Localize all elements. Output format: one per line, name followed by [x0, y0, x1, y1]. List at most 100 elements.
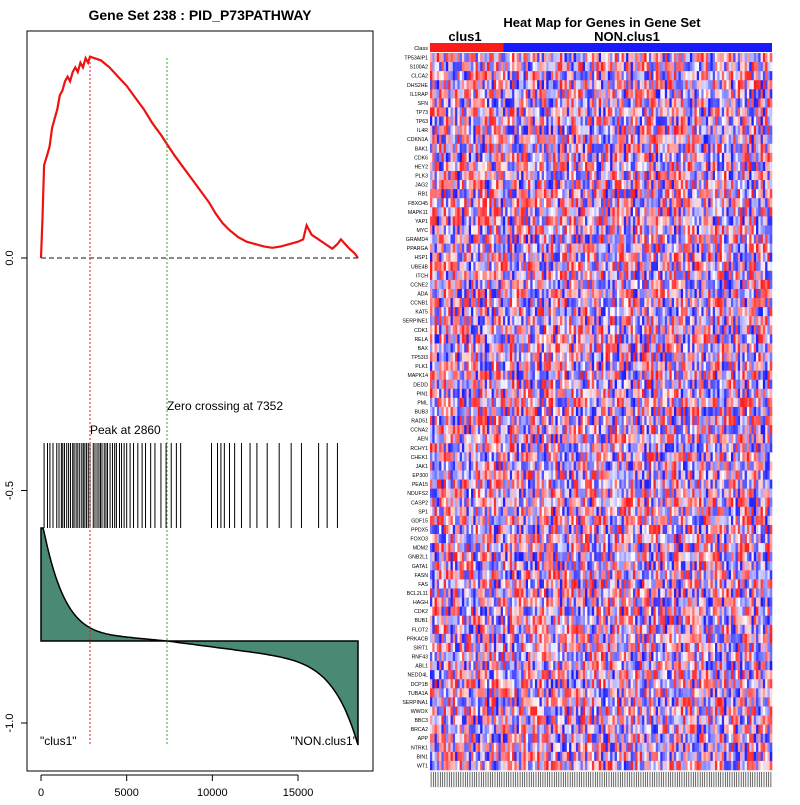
heatmap-cell [619, 280, 622, 289]
heatmap-cell [478, 307, 481, 316]
heatmap-cell [647, 135, 650, 144]
heatmap-cell [715, 80, 718, 89]
heatmap-cell [562, 235, 565, 244]
heatmap-cell [667, 117, 670, 126]
heatmap-cell [751, 262, 754, 271]
heatmap-cell [489, 307, 492, 316]
heatmap-cell [724, 280, 727, 289]
heatmap-cell [560, 298, 563, 307]
heatmap-cell [583, 316, 586, 325]
heatmap-cell [622, 253, 625, 262]
heatmap-cell [512, 307, 515, 316]
heatmap-cell [542, 180, 545, 189]
heatmap-cell [763, 126, 766, 135]
heatmap-cell [615, 117, 618, 126]
heatmap-cell [651, 298, 654, 307]
heatmap-cell [681, 307, 684, 316]
heatmap-cell [496, 262, 499, 271]
heatmap-cell [487, 180, 490, 189]
heatmap-cell [464, 198, 467, 207]
heatmap-cell [539, 253, 542, 262]
heatmap-cell [558, 144, 561, 153]
heatmap-cell [480, 244, 483, 253]
heatmap-cell [439, 253, 442, 262]
heatmap-cell [672, 98, 675, 107]
heatmap-cell [462, 171, 465, 180]
heatmap-cell [724, 262, 727, 271]
heatmap-cell [688, 225, 691, 234]
heatmap-cell [619, 207, 622, 216]
heatmap-cell [446, 198, 449, 207]
heatmap-cell [558, 162, 561, 171]
heatmap-cell [553, 89, 556, 98]
heatmap-cell [517, 207, 520, 216]
heatmap-cell [742, 162, 745, 171]
heatmap-cell [432, 189, 435, 198]
heatmap-cell [658, 180, 661, 189]
heatmap-cell [754, 307, 757, 316]
heatmap-cell [770, 307, 773, 316]
heatmap-cell [619, 153, 622, 162]
heatmap-cell [494, 325, 497, 334]
heatmap-cell [455, 53, 458, 62]
heatmap-cell [544, 153, 547, 162]
heatmap-cell [580, 235, 583, 244]
heatmap-cell [519, 126, 522, 135]
heatmap-cell [694, 244, 697, 253]
heatmap-cell [672, 53, 675, 62]
heatmap-cell [441, 307, 444, 316]
heatmap-cell [544, 253, 547, 262]
heatmap-cell [539, 334, 542, 343]
heatmap-cell [471, 135, 474, 144]
heatmap-cell [551, 71, 554, 80]
heatmap-cell [469, 307, 472, 316]
heatmap-cell [517, 71, 520, 80]
row-label: MAPK11 [408, 210, 428, 216]
heatmap-cell [583, 53, 586, 62]
heatmap-cell [519, 334, 522, 343]
heatmap-cell [745, 244, 748, 253]
heatmap-cell [704, 89, 707, 98]
heatmap-cell [542, 334, 545, 343]
heatmap-cell [496, 207, 499, 216]
heatmap-cell [510, 216, 513, 225]
heatmap-cell [592, 216, 595, 225]
heatmap-cell [669, 334, 672, 343]
heatmap-cell [722, 144, 725, 153]
heatmap-cell [731, 53, 734, 62]
heatmap-cell [740, 334, 743, 343]
heatmap-cell [617, 135, 620, 144]
heatmap-cell [770, 135, 773, 144]
heatmap-cell [699, 253, 702, 262]
heatmap-cell [651, 71, 654, 80]
heatmap-cell [681, 117, 684, 126]
heatmap-cell [615, 98, 618, 107]
heatmap-cell [628, 180, 631, 189]
heatmap-cell [466, 62, 469, 71]
heatmap-cell [649, 98, 652, 107]
heatmap-cell [651, 53, 654, 62]
heatmap-cell [619, 289, 622, 298]
heatmap-cell [754, 271, 757, 280]
heatmap-cell [455, 225, 458, 234]
heatmap-cell [596, 80, 599, 89]
heatmap-cell [665, 235, 668, 244]
heatmap-cell [505, 62, 508, 71]
heatmap-cell [738, 171, 741, 180]
heatmap-cell [704, 135, 707, 144]
heatmap-cell [610, 225, 613, 234]
heatmap-cell [530, 107, 533, 116]
heatmap-cell [460, 189, 463, 198]
heatmap-cell [754, 153, 757, 162]
heatmap-cell [517, 171, 520, 180]
heatmap-cell [770, 89, 773, 98]
heatmap-cell [685, 144, 688, 153]
heatmap-cell [562, 334, 565, 343]
heatmap-cell [526, 207, 529, 216]
heatmap-cell [608, 225, 611, 234]
heatmap-cell [635, 235, 638, 244]
heatmap-cell [688, 316, 691, 325]
heatmap-cell [574, 144, 577, 153]
heatmap-cell [704, 253, 707, 262]
heatmap-cell [444, 117, 447, 126]
